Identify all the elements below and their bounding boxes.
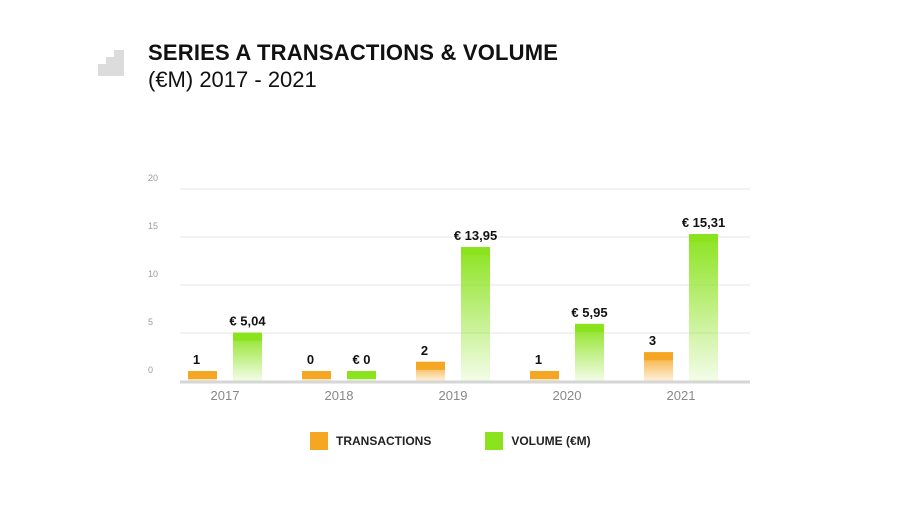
- legend-swatch-volume: [485, 432, 504, 450]
- data-label-volume: € 0: [352, 352, 370, 367]
- legend-label-transactions: TRANSACTIONS: [336, 434, 432, 448]
- y-tick-label: 0: [148, 365, 153, 375]
- bar-cap-transactions: [416, 361, 445, 370]
- x-tick-label: 2018: [325, 388, 354, 403]
- data-label-transactions: 3: [649, 333, 656, 348]
- y-tick-label: 15: [148, 221, 158, 231]
- x-tick-label: 2020: [553, 388, 582, 403]
- bar-volume: [461, 247, 490, 381]
- x-tick-label: 2019: [439, 388, 468, 403]
- chart-legend: TRANSACTIONS VOLUME (€M): [310, 432, 591, 450]
- bar-cap-transactions: [644, 352, 673, 361]
- bar-cap-transactions: [302, 371, 331, 379]
- y-tick-label: 20: [148, 173, 158, 183]
- data-label-volume: € 5,95: [571, 305, 607, 320]
- legend-label-volume: VOLUME (€M): [511, 434, 591, 448]
- bar-cap-volume: [461, 247, 490, 256]
- data-label-transactions: 0: [307, 352, 314, 367]
- bar-volume: [689, 234, 718, 381]
- bar-cap-volume: [347, 371, 376, 379]
- data-label-volume: € 5,04: [229, 314, 266, 329]
- bar-cap-transactions: [188, 371, 217, 379]
- staircase-logo-icon: [98, 50, 124, 76]
- x-tick-label: 2017: [211, 388, 240, 403]
- data-label-transactions: 1: [535, 352, 542, 367]
- legend-item-transactions: TRANSACTIONS: [310, 432, 431, 450]
- bar-cap-transactions: [530, 371, 559, 379]
- legend-item-volume: VOLUME (€M): [485, 432, 591, 450]
- data-label-volume: € 13,95: [454, 228, 497, 243]
- data-label-volume: € 15,31: [682, 215, 725, 230]
- x-tick-label: 2021: [667, 388, 696, 403]
- y-tick-label: 10: [148, 269, 158, 279]
- chart-title: SERIES A TRANSACTIONS & VOLUME (€M) 2017…: [148, 40, 558, 94]
- y-tick-label: 5: [148, 317, 153, 327]
- bar-cap-volume: [575, 323, 604, 332]
- data-label-transactions: 1: [193, 352, 200, 367]
- bar-volume: [233, 332, 262, 381]
- bar-cap-volume: [689, 234, 718, 243]
- data-label-transactions: 2: [421, 343, 428, 358]
- chart-title-line1: SERIES A TRANSACTIONS & VOLUME: [148, 40, 559, 65]
- legend-swatch-transactions: [310, 432, 328, 450]
- chart-title-line2: (€M) 2017 - 2021: [148, 67, 317, 92]
- bar-volume: [575, 323, 604, 381]
- bar-cap-volume: [233, 332, 262, 341]
